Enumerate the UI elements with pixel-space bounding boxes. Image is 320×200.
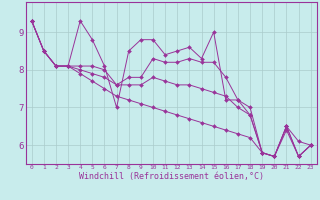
X-axis label: Windchill (Refroidissement éolien,°C): Windchill (Refroidissement éolien,°C) [79,172,264,181]
